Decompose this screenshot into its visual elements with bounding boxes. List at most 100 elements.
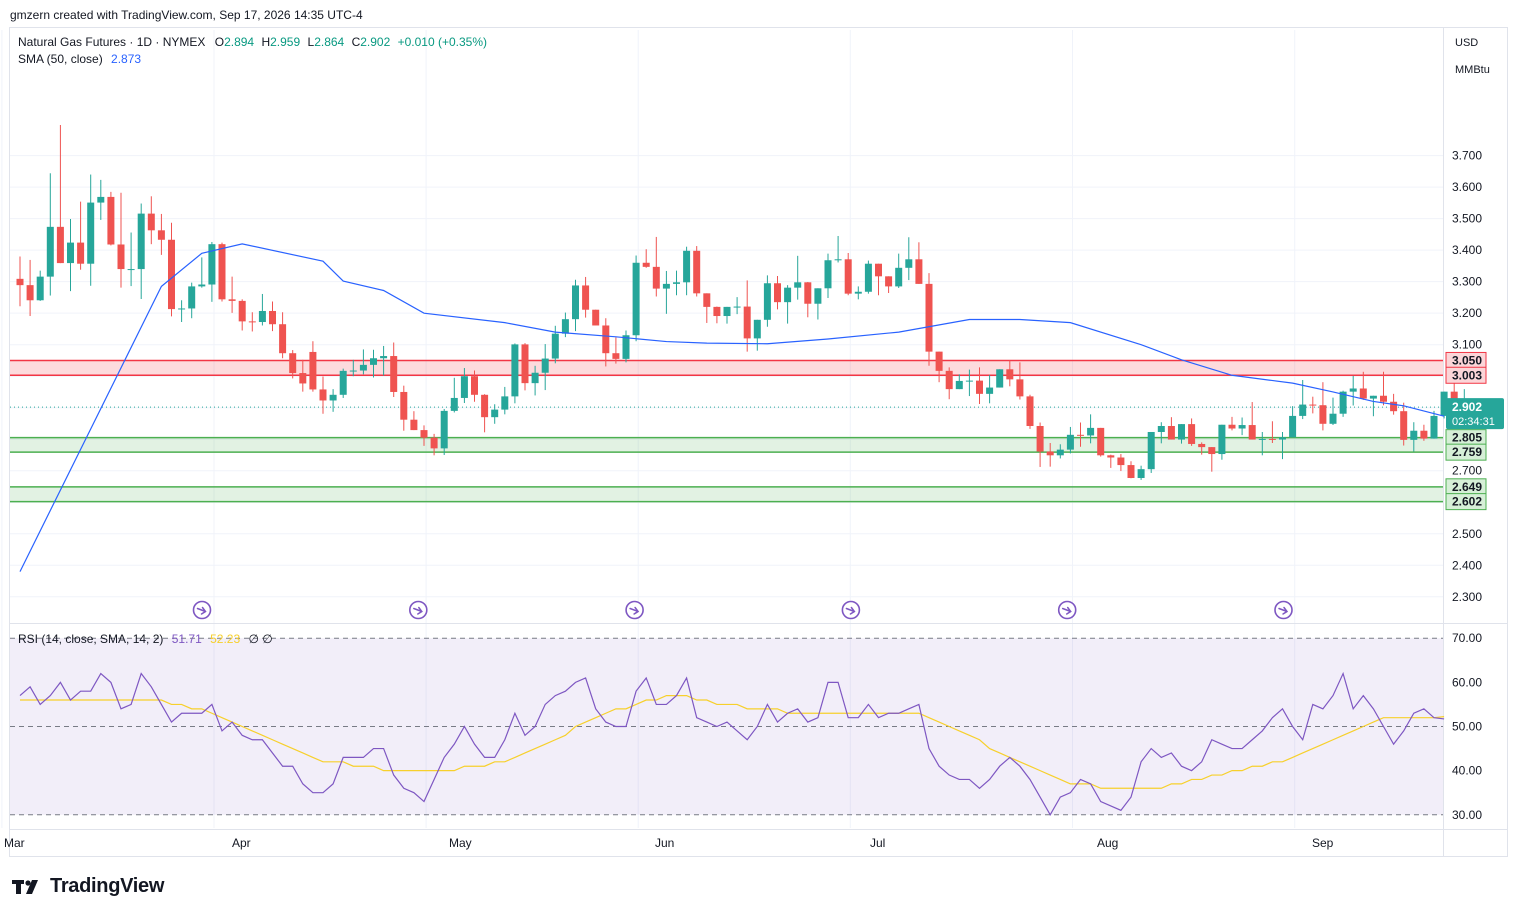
candle-body[interactable] <box>683 250 691 283</box>
candle-body[interactable] <box>1087 427 1095 436</box>
candle-body[interactable] <box>329 394 337 401</box>
candle-body[interactable] <box>248 321 256 323</box>
candle-body[interactable] <box>1339 391 1347 414</box>
candle-body[interactable] <box>46 226 54 277</box>
candle-body[interactable] <box>753 319 761 339</box>
candle-body[interactable] <box>996 369 1004 388</box>
candle-body[interactable] <box>1117 457 1125 466</box>
candle-body[interactable] <box>662 283 670 289</box>
candle-body[interactable] <box>673 282 680 284</box>
symbol-title[interactable]: Natural Gas Futures · 1D · NYMEX <box>18 35 206 49</box>
candle-body[interactable] <box>339 370 347 395</box>
candle-body[interactable] <box>1299 404 1307 416</box>
candle-body[interactable] <box>1208 447 1216 455</box>
candle-body[interactable] <box>1268 438 1276 440</box>
candle-body[interactable] <box>1248 425 1256 440</box>
candle-body[interactable] <box>258 310 266 323</box>
candle-body[interactable] <box>1440 391 1448 416</box>
candle-body[interactable] <box>935 351 943 371</box>
candle-body[interactable] <box>481 394 489 418</box>
candle-body[interactable] <box>945 370 953 390</box>
candle-body[interactable] <box>723 306 731 317</box>
candle-body[interactable] <box>16 278 24 286</box>
candle-body[interactable] <box>370 358 377 365</box>
candle-body[interactable] <box>1107 455 1115 458</box>
candle-body[interactable] <box>1228 424 1236 429</box>
candle-body[interactable] <box>137 213 145 270</box>
candle-body[interactable] <box>1309 404 1317 406</box>
candle-body[interactable] <box>955 380 963 390</box>
candle-body[interactable] <box>309 351 317 390</box>
candle-body[interactable] <box>319 389 327 401</box>
candle-body[interactable] <box>1016 379 1024 397</box>
candle-body[interactable] <box>36 276 44 301</box>
candle-body[interactable] <box>1329 413 1337 424</box>
candle-body[interactable] <box>460 376 468 398</box>
candle-body[interactable] <box>1198 443 1206 448</box>
candle-body[interactable] <box>238 300 246 322</box>
candle-body[interactable] <box>824 260 832 289</box>
candle-body[interactable] <box>572 285 579 320</box>
unit-label[interactable]: MMBtu <box>1455 64 1490 76</box>
candle-body[interactable] <box>501 396 509 410</box>
candle-body[interactable] <box>178 308 186 310</box>
candle-body[interactable] <box>541 358 549 373</box>
candle-body[interactable] <box>450 397 458 411</box>
candle-body[interactable] <box>521 344 529 384</box>
candle-body[interactable] <box>228 299 236 301</box>
candle-body[interactable] <box>986 387 994 394</box>
candle-body[interactable] <box>168 239 175 310</box>
candle-body[interactable] <box>279 324 287 354</box>
candle-body[interactable] <box>1359 388 1367 399</box>
candle-body[interactable] <box>652 266 660 289</box>
candle-body[interactable] <box>1036 425 1044 452</box>
candle-body[interactable] <box>592 309 600 326</box>
candle-body[interactable] <box>1238 425 1246 429</box>
candle-body[interactable] <box>1349 388 1357 392</box>
candle-body[interactable] <box>1097 427 1105 456</box>
candle-body[interactable] <box>976 380 983 394</box>
candle-body[interactable] <box>430 437 438 449</box>
candle-body[interactable] <box>289 353 297 374</box>
candle-body[interactable] <box>1420 430 1428 439</box>
candle-body[interactable] <box>1369 395 1377 399</box>
candle-body[interactable] <box>491 409 499 418</box>
candle-body[interactable] <box>763 283 771 320</box>
candle-body[interactable] <box>804 282 812 304</box>
candle-body[interactable] <box>1289 415 1297 438</box>
candle-body[interactable] <box>1006 369 1014 380</box>
candle-body[interactable] <box>67 242 74 264</box>
candle-body[interactable] <box>97 196 105 203</box>
candle-body[interactable] <box>965 380 973 382</box>
candle-body[interactable] <box>551 333 559 359</box>
candle-body[interactable] <box>390 356 398 392</box>
candle-body[interactable] <box>642 262 650 267</box>
candle-body[interactable] <box>56 226 64 264</box>
candle-body[interactable] <box>188 286 196 309</box>
currency-label[interactable]: USD <box>1455 37 1479 49</box>
candle-body[interactable] <box>400 391 408 420</box>
candle-body[interactable] <box>602 325 610 354</box>
candle-body[interactable] <box>410 419 418 431</box>
candle-body[interactable] <box>864 263 872 292</box>
candle-body[interactable] <box>1026 396 1034 426</box>
candle-body[interactable] <box>380 356 388 359</box>
candle-body[interactable] <box>743 306 751 339</box>
candle-body[interactable] <box>107 196 115 245</box>
candle-body[interactable] <box>713 306 721 317</box>
candle-body[interactable] <box>612 353 620 359</box>
candle-body[interactable] <box>208 244 216 285</box>
candle-body[interactable] <box>1390 401 1398 412</box>
candle-body[interactable] <box>147 213 155 231</box>
tradingview-brand[interactable]: TradingView <box>12 875 164 898</box>
candle-body[interactable] <box>87 202 95 264</box>
candle-body[interactable] <box>844 259 852 294</box>
rsi-ma-line[interactable] <box>20 695 1445 789</box>
candle-body[interactable] <box>269 310 276 325</box>
candle-body[interactable] <box>784 287 792 303</box>
candle-body[interactable] <box>420 430 428 438</box>
rsi-label[interactable]: RSI (14, close, SMA, 14, 2) <box>18 632 164 646</box>
candle-body[interactable] <box>1167 425 1175 440</box>
candle-body[interactable] <box>471 376 478 395</box>
